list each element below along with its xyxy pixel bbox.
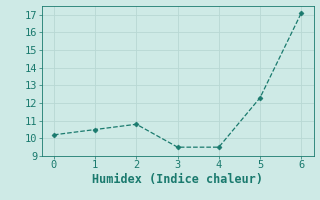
X-axis label: Humidex (Indice chaleur): Humidex (Indice chaleur) bbox=[92, 173, 263, 186]
